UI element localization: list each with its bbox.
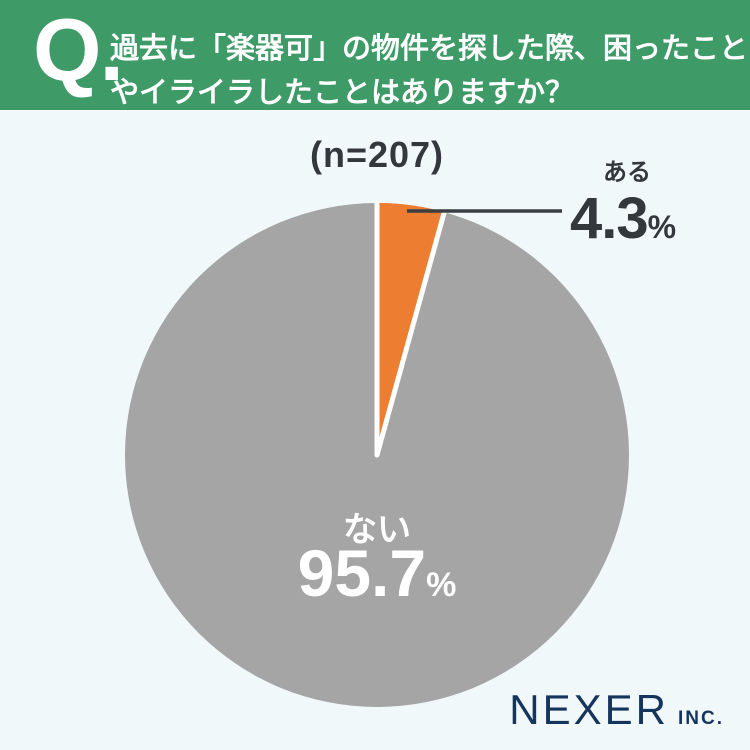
slice-value-nai-number: 95.7: [297, 536, 427, 610]
slice-value-nai-percent-sign: %: [426, 566, 457, 604]
brand-name: NEXER: [509, 686, 669, 733]
question-line-1: 過去に「楽器可」の物件を探した際、困ったこと: [110, 33, 749, 65]
slice-value-aru-number: 4.3: [570, 186, 649, 251]
brand-logo: NEXER INC.: [509, 686, 724, 734]
slice-value-aru: 4.3%: [570, 190, 676, 248]
slice-value-aru-percent-sign: %: [647, 209, 677, 245]
question-header: Q. 過去に「楽器可」の物件を探した際、困ったこと やイライラしたことはあります…: [0, 0, 750, 110]
question-line-2: やイライラしたことはありますか？: [110, 77, 575, 109]
slice-value-nai: 95.7%: [298, 540, 457, 606]
slice-label-aru: ある: [603, 159, 651, 186]
sample-size-label: (n=207): [309, 134, 445, 175]
q-mark: Q.: [33, 0, 124, 99]
slice-separator-end: [374, 209, 447, 458]
brand-suffix: INC.: [678, 708, 724, 729]
slice-label-nai: ない: [343, 511, 411, 549]
question-text: 過去に「楽器可」の物件を探した際、困ったこと やイライラしたことはありますか？: [110, 27, 748, 115]
